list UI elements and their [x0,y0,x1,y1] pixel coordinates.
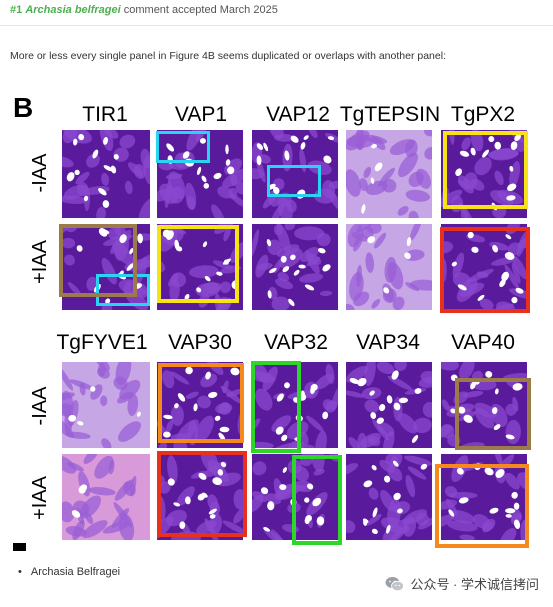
highlight-box-tir1-vap1-overlap-a [156,131,210,163]
micrograph-panel-vap1-plus [157,224,243,310]
figure-4b-image: B TIR1 VAP1 VAP12 TgTEPSIN TgPX2 -IAA +I… [0,88,553,550]
highlight-box-vap30-minus-overlap [158,363,244,443]
watermark-text: 公众号 · 学术诚信拷问 [410,577,539,592]
micrograph-panel-tgtepsin-plus [346,224,432,310]
highlight-box-tir1-plus-overlap [59,224,137,297]
micrograph-panel-vap1-minus [157,130,243,218]
column-label-vap32: VAP32 [264,331,328,354]
micrograph-panel-tgfyve1-minus [62,362,150,448]
column-label-vap30: VAP30 [168,331,232,354]
highlight-box-tir1-vap1-overlap-b [96,274,150,306]
column-label-vap1: VAP1 [174,103,228,126]
micrograph-panel-vap40-plus [441,454,527,540]
row-label-minus-iaa-top: -IAA [29,153,51,193]
highlight-box-vap1-plus-overlap [157,225,239,303]
reference-list: Archasia Belfragei [18,566,120,578]
comment-body: More or less every single panel in Figur… [10,50,446,62]
column-label-vap12: VAP12 [266,103,330,126]
figure-panel-letter: B [13,92,34,123]
micrograph-panel-vap34-plus [346,454,432,540]
column-label-tgfyve1: TgFYVE1 [56,331,148,354]
highlight-box-vap32-minus-overlap [251,361,301,453]
micrograph-panel-vap32-minus [252,362,338,448]
figure-next-letter-fragment [13,543,26,551]
highlight-box-vap40-minus-overlap [455,378,531,450]
row-label-plus-iaa-bottom: +IAA [29,476,51,520]
row-label-plus-iaa-top: +IAA [29,240,51,284]
micrograph-panel-vap34-minus [346,362,432,448]
row-label-minus-iaa-bottom: -IAA [29,386,51,426]
comment-author[interactable]: Archasia belfragei [25,4,121,16]
highlight-box-vap32-plus-overlap [292,455,342,545]
wechat-icon [385,576,405,591]
highlight-box-vap40-plus-overlap [435,464,529,548]
highlight-box-vap30-plus-overlap [157,451,247,537]
micrograph-panel-tir1-minus [62,130,150,218]
comment-status: comment accepted March 2025 [123,4,278,16]
header-divider [0,25,553,26]
micrograph-panel-tgfyve1-plus [62,454,150,540]
comment-header: #1 Archasia belfragei comment accepted M… [10,4,278,16]
column-label-vap34: VAP34 [356,331,420,354]
column-label-tgtepsin: TgTEPSIN [339,103,441,126]
micrograph-panel-vap12-minus [252,130,338,218]
highlight-box-tgpx2-plus-overlap [440,227,530,313]
highlight-box-vap12-overlap [267,165,321,197]
micrograph-panel-vap12-plus [252,224,338,310]
watermark: 公众号 · 学术诚信拷问 [385,574,539,593]
highlight-box-tgpx2-minus-overlap [443,131,528,209]
micrograph-panel-tgtepsin-minus [346,130,432,218]
column-label-tir1: TIR1 [82,103,128,126]
column-label-tgpx2: TgPX2 [450,103,516,126]
column-label-vap40: VAP40 [451,331,515,354]
list-item: Archasia Belfragei [18,566,120,578]
comment-number[interactable]: #1 [10,4,23,16]
